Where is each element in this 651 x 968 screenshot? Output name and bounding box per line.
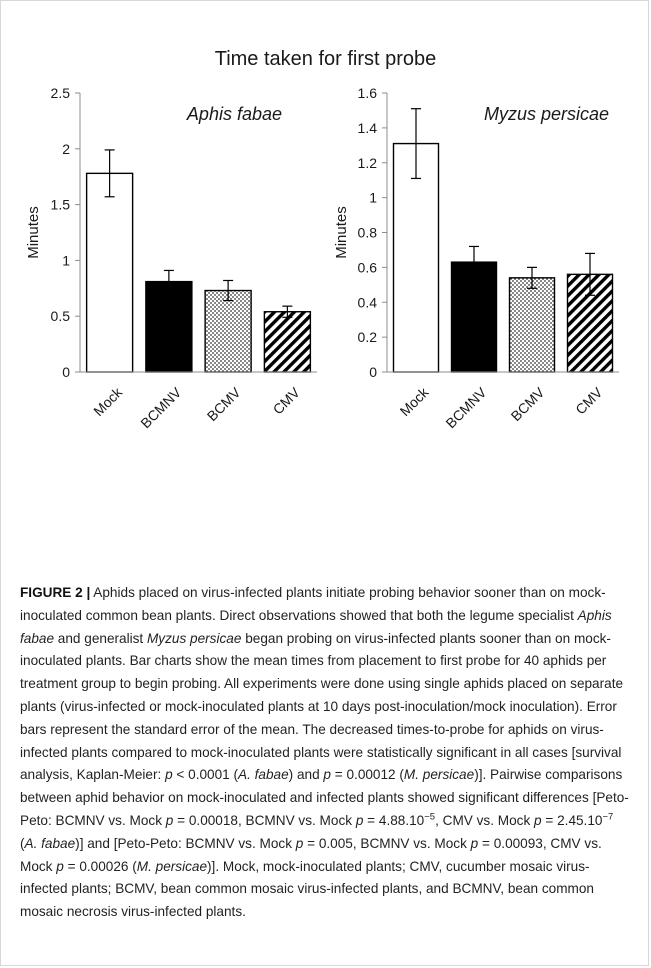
caption-italic: Aphis fabae — [20, 607, 612, 646]
y-tick-label: 0.6 — [358, 259, 378, 275]
caption-segment: ( — [20, 835, 25, 851]
y-tick-label: 0.2 — [358, 329, 378, 345]
caption-italic: p — [323, 767, 331, 783]
x-tick-label: BCMNV — [442, 384, 490, 432]
error-bar-bcmv — [527, 266, 537, 289]
y-tick-label: 1.2 — [358, 155, 378, 171]
caption-italic: p — [165, 767, 173, 783]
caption-segment: began probing on virus-infected plants s… — [20, 630, 624, 783]
caption-segment: Aphids placed on virus-infected plants i… — [20, 585, 606, 623]
caption-segment: and generalist — [54, 630, 147, 646]
caption-superscript: −5 — [424, 811, 436, 823]
error-bar-bcmv — [223, 279, 234, 302]
error-bar-bcmnv — [469, 245, 479, 279]
bar-mock — [85, 172, 134, 373]
chart-aphis-fabae: Mock BCMNV BCMV CMV00.511.522.5MinutesAphis… — [25, 85, 317, 431]
error-bar-mock — [411, 108, 421, 180]
caption-italic: p — [355, 812, 364, 828]
caption-italic: p — [165, 812, 174, 828]
y-tick-label: 0 — [62, 364, 70, 380]
y-tick-label: 0.4 — [358, 294, 378, 310]
error-bar-mock — [104, 149, 115, 198]
caption-italic: Myzus persicae — [146, 630, 242, 646]
caption-segment: = 0.00093, CMV vs. Mock — [20, 835, 602, 874]
y-tick-label: 1 — [62, 252, 70, 268]
caption-segment: = 0.00026 ( — [63, 858, 137, 874]
y-tick-label: 1 — [369, 190, 377, 206]
caption-italic: A. fabae — [238, 767, 289, 783]
error-bar-cmv — [282, 305, 293, 318]
y-tick-label: 0.5 — [51, 308, 71, 324]
panel-title: Myzus persicae — [484, 104, 609, 124]
caption-segment: = 0.00018, BCMNV vs. Mock — [173, 812, 356, 828]
caption-italic: M. persicae — [403, 767, 475, 783]
bar-bcmv — [204, 289, 252, 373]
panel-title: Aphis fabae — [186, 104, 282, 124]
x-tick-label: Mock — [397, 383, 433, 419]
y-tick-label: 0 — [369, 364, 377, 380]
error-bar-bcmnv — [163, 269, 174, 294]
caption-segment: )]. Mock, mock-inoculated plants; CMV, c… — [20, 858, 594, 920]
caption-italic: p — [56, 858, 64, 874]
y-axis-label: Minutes — [333, 206, 350, 259]
caption-italic: A. fabae — [24, 835, 76, 851]
caption-superscript: −7 — [602, 811, 614, 823]
caption-label: FIGURE 2 | — [20, 585, 91, 600]
caption-italic: M. persicae — [136, 858, 208, 874]
y-tick-label: 0.8 — [358, 225, 378, 241]
caption-segment: = 0.005, BCMNV vs. Mock — [303, 835, 471, 851]
caption-italic: p — [534, 812, 542, 828]
caption-segment: = 2.45.10 — [541, 812, 603, 828]
chart-myzus-persicae: Mock BCMNV BCMV CMV 0 0.2 0.4 0.6 0.8 1 1.2 1.4 1.6 M… — [333, 85, 619, 432]
caption-segment: = 0.00012 ( — [330, 767, 404, 783]
y-axis-label: Minutes — [25, 206, 42, 259]
y-tick-label: 2 — [62, 141, 70, 157]
caption-italic: p — [295, 835, 304, 851]
y-tick-label: 1.5 — [51, 197, 71, 213]
caption-text: Aphids placed on virus-infected plants i… — [20, 585, 629, 919]
caption-italic: p — [470, 835, 479, 851]
caption-segment: = 4.88.10 — [363, 812, 425, 828]
bar-bcmnv — [450, 261, 498, 373]
x-tick-label: CMV — [572, 384, 606, 418]
y-tick-label: 1.6 — [358, 85, 378, 101]
bar-mock — [392, 142, 440, 373]
y-tick-label: 2.5 — [51, 85, 71, 101]
y-tick-label: 1.4 — [358, 120, 378, 136]
caption-segment: < 0.0001 ( — [172, 767, 239, 783]
figure-caption: FIGURE 2 | Aphids placed on virus-infect… — [20, 582, 632, 924]
figure-title: Time taken for first probe — [214, 48, 437, 70]
x-tick-label: BCMV — [508, 384, 548, 424]
caption-segment: )] and [Peto-Peto: BCMNV vs. Mock — [75, 835, 296, 851]
bar-bcmv — [508, 277, 556, 373]
error-bar-cmv — [585, 252, 595, 296]
caption-segment: ) and — [288, 767, 324, 783]
caption-segment: )]. Pairwise comparisons between aphid b… — [20, 767, 629, 828]
caption-segment: , CMV vs. Mock — [435, 812, 535, 828]
